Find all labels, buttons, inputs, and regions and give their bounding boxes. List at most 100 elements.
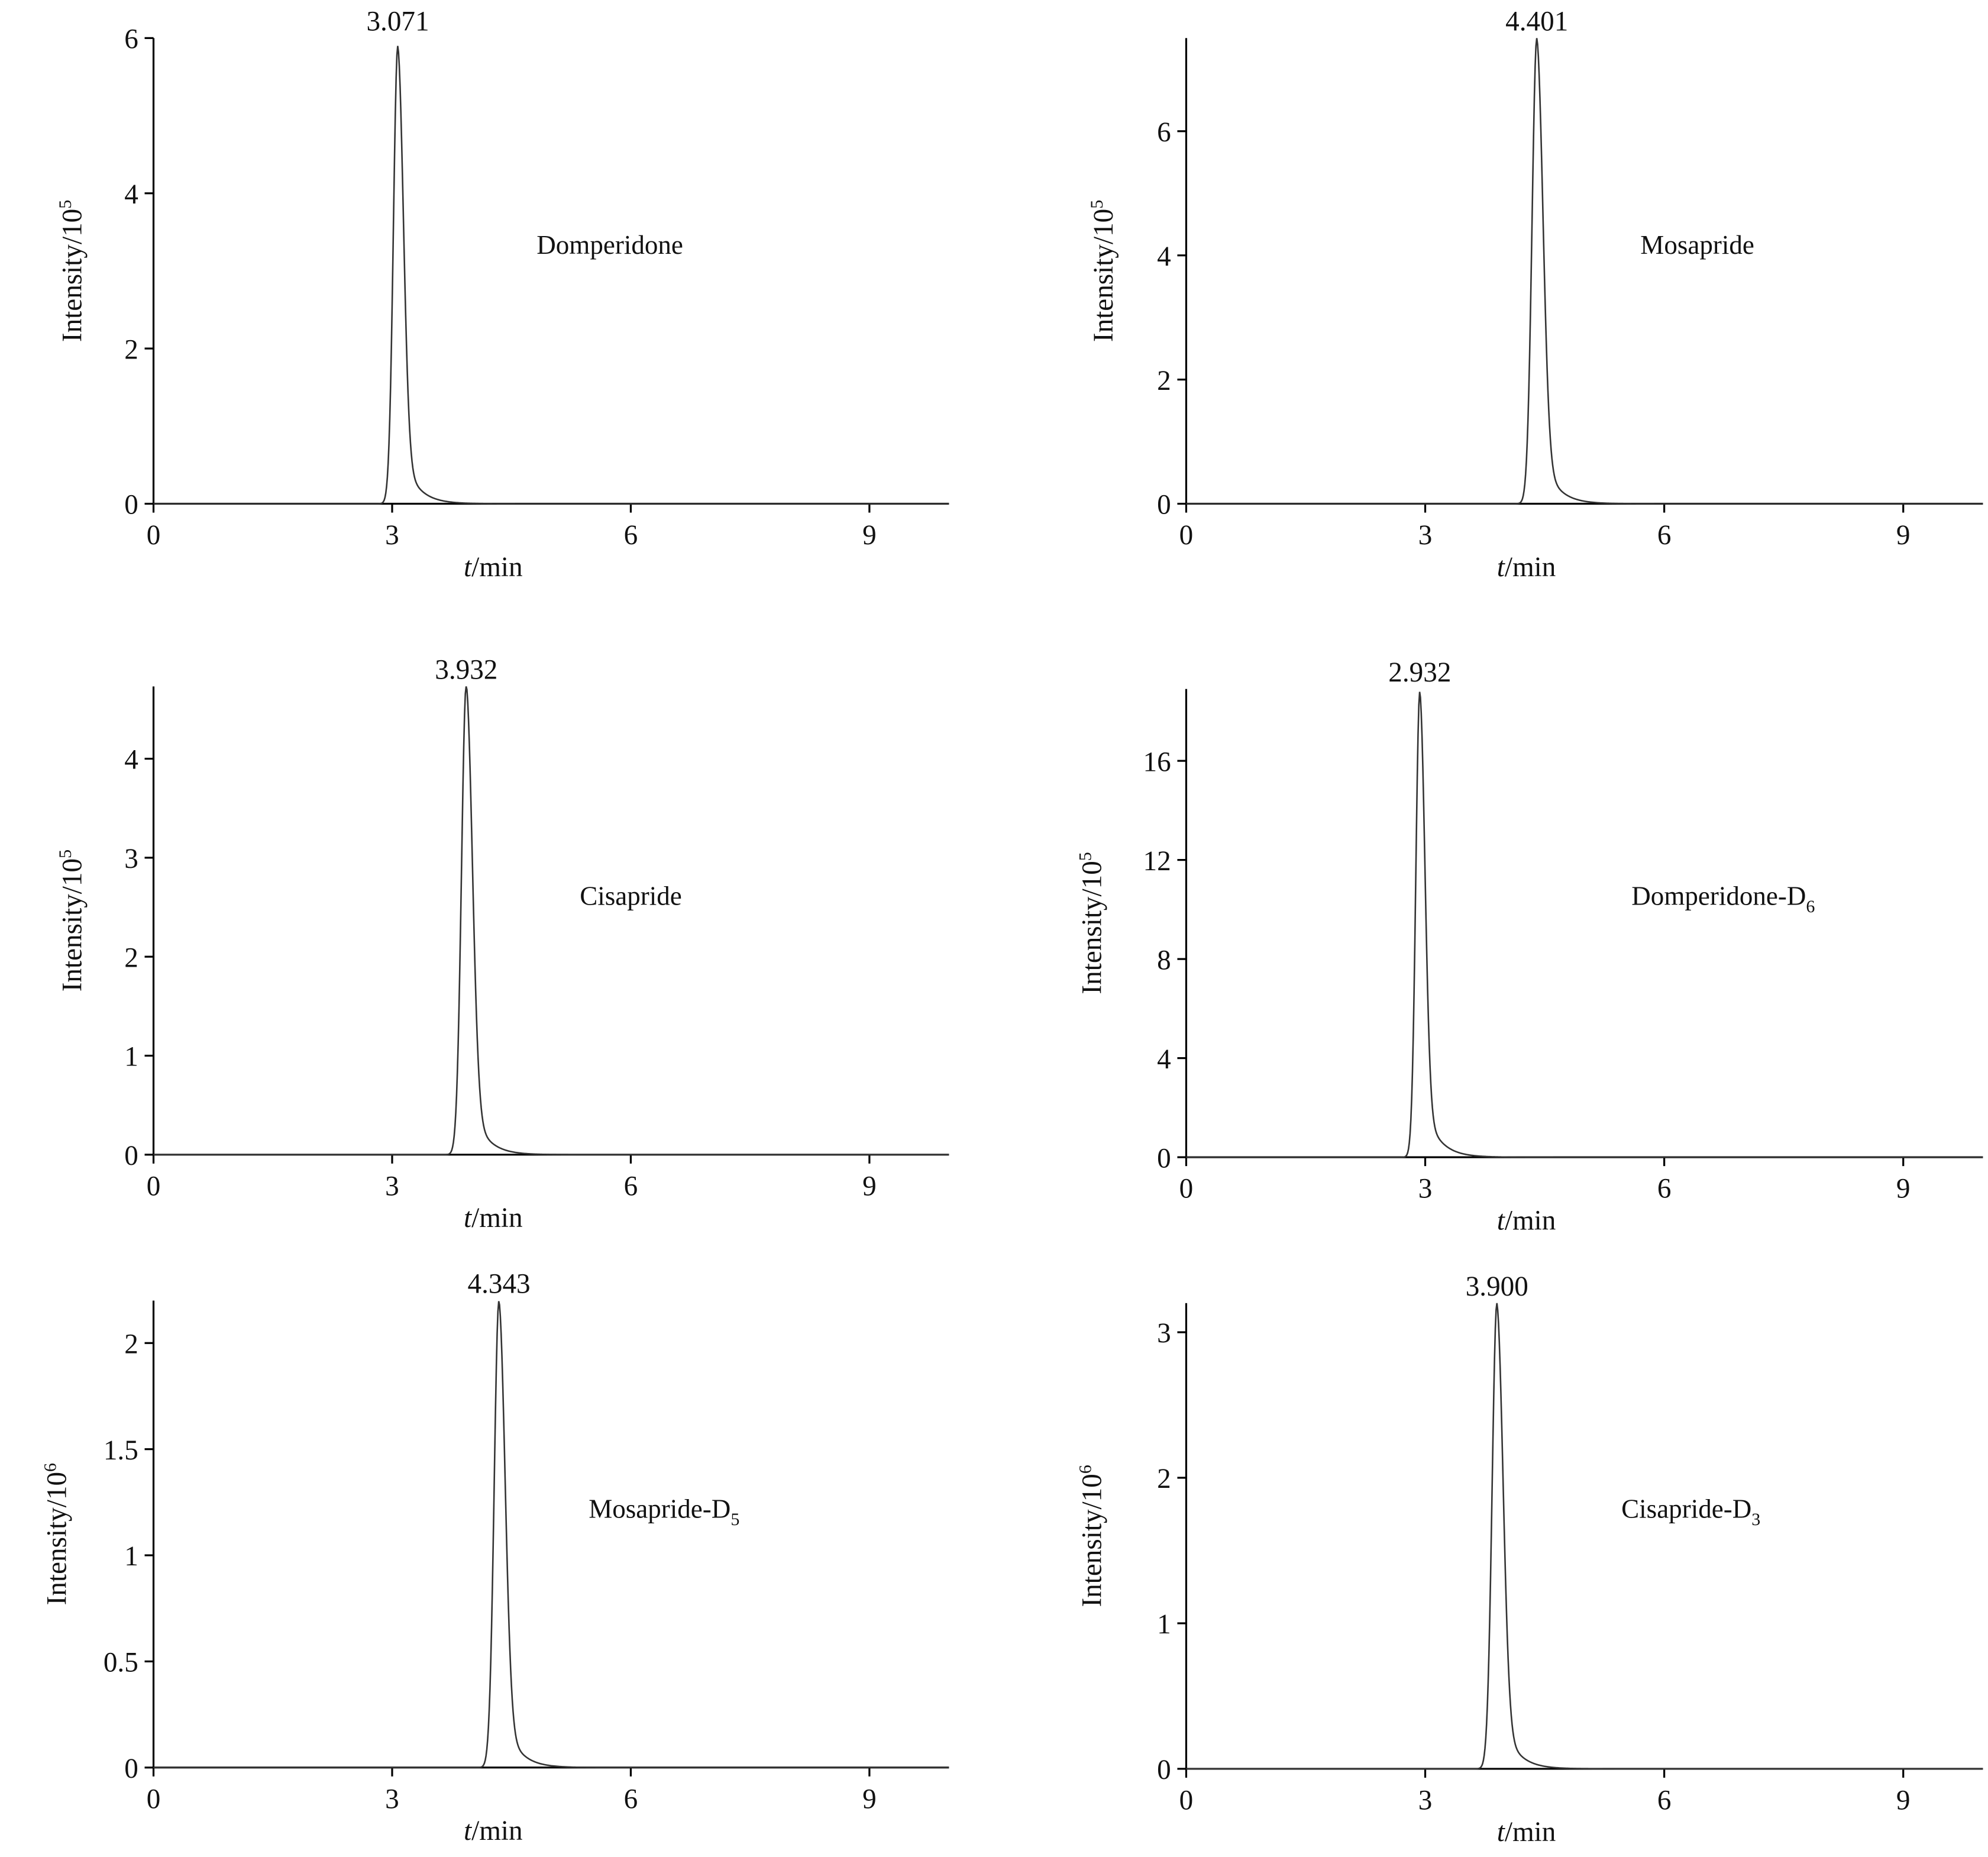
x-tick-label: 6	[1657, 1785, 1672, 1816]
x-tick-label: 0	[147, 520, 161, 551]
y-tick-label: 6	[124, 24, 138, 55]
compound-name: Domperidone-D	[1631, 881, 1806, 910]
y-tick-label: 6	[1157, 117, 1171, 148]
x-tick-label: 3	[1418, 1174, 1433, 1204]
x-axis-label-variable: t	[464, 552, 473, 583]
y-axis-label-exponent: 5	[1087, 200, 1107, 209]
x-axis-label: t/min	[464, 1816, 523, 1846]
chart-panel-3: 0 3 6 9 0 1 2 3 4 t/min Intensity/105 3.932 Cisaprid…	[56, 654, 949, 1233]
x-axis-label-unit: /min	[1505, 1205, 1556, 1236]
chromatogram-trace	[1186, 692, 1983, 1158]
x-axis-label: t/min	[464, 1203, 523, 1233]
x-axis-label: t/min	[1497, 1817, 1556, 1848]
x-tick-label: 0	[1179, 1785, 1194, 1816]
x-axis-label-variable: t	[464, 1203, 473, 1233]
y-tick-label: 3	[1157, 1318, 1171, 1349]
compound-subscript: 6	[1806, 897, 1815, 916]
compound-label: Cisapride-D3	[1621, 1494, 1760, 1529]
x-axis-label-unit: /min	[471, 552, 523, 583]
x-tick-label: 6	[1657, 520, 1672, 551]
x-axis-label-unit: /min	[471, 1203, 523, 1233]
y-axis-label: Intensity/105	[1076, 852, 1108, 994]
y-tick-label: 2	[1157, 366, 1171, 396]
x-tick-label: 9	[862, 1171, 877, 1202]
x-axis-label: t/min	[1497, 552, 1556, 583]
x-tick-label: 3	[385, 1171, 399, 1202]
y-axis-label-text: Intensity/10	[1088, 209, 1119, 342]
chromatogram-trace	[153, 46, 949, 505]
x-axis-label-variable: t	[1497, 552, 1506, 583]
x-axis-label-variable: t	[464, 1816, 473, 1846]
y-tick-label: 4	[124, 179, 138, 210]
peak-label: 4.343	[468, 1269, 531, 1300]
x-tick-label: 3	[385, 520, 399, 551]
x-tick-label: 6	[1657, 1174, 1672, 1204]
y-tick-label: 0	[1157, 1143, 1171, 1174]
compound-label: Domperidone	[536, 230, 683, 260]
x-tick-label: 3	[385, 1784, 399, 1814]
y-axis-label-text: Intensity/10	[1077, 1474, 1108, 1607]
compound-label: Cisapride	[580, 881, 682, 910]
y-tick-label: 8	[1157, 945, 1171, 976]
compound-label: Mosapride	[1640, 230, 1754, 260]
y-tick-label: 4	[1157, 1044, 1171, 1075]
y-tick-label: 0.5	[104, 1648, 138, 1678]
peak-label: 4.401	[1505, 6, 1568, 37]
chart-panel-4: 0 3 6 9 0 4 8 12 16 t/min Intensity/105 2.932 Domper…	[1076, 657, 1983, 1236]
y-axis-label-exponent: 5	[1076, 852, 1095, 861]
y-tick-label: 0	[1157, 1755, 1171, 1785]
chromatogram-trace	[153, 686, 949, 1156]
peak-label: 3.932	[435, 654, 497, 685]
y-axis-label-exponent: 6	[40, 1463, 60, 1472]
y-axis-label-text: Intensity/10	[1077, 861, 1108, 994]
y-axis-label-text: Intensity/10	[57, 209, 88, 342]
chromatogram-trace	[153, 1301, 949, 1769]
compound-name: Cisapride	[580, 881, 682, 910]
y-tick-label: 2	[124, 334, 138, 365]
x-axis-label-unit: /min	[1505, 552, 1556, 583]
x-tick-label: 0	[1179, 1174, 1194, 1204]
x-axis-label-unit: /min	[1505, 1817, 1556, 1848]
y-tick-label: 1	[1157, 1609, 1171, 1640]
compound-name: Domperidone	[536, 230, 683, 260]
x-tick-label: 6	[624, 1171, 638, 1202]
y-tick-label: 4	[124, 745, 138, 776]
x-tick-label: 9	[862, 520, 877, 551]
y-tick-label: 1	[124, 1042, 138, 1073]
y-tick-label: 0	[124, 1141, 138, 1171]
x-tick-label: 0	[147, 1784, 161, 1814]
y-axis-label-exponent: 5	[56, 850, 75, 858]
x-tick-label: 9	[1896, 1785, 1911, 1816]
y-tick-label: 3	[124, 844, 138, 874]
chart-panel-2: 0 3 6 9 0 2 4 6 t/min Intensity/105 4.401 Mosapride	[1087, 6, 1983, 583]
x-tick-label: 0	[1179, 520, 1194, 551]
y-axis-label-text: Intensity/10	[42, 1472, 73, 1605]
y-tick-label: 2	[1157, 1464, 1171, 1494]
y-tick-label: 0	[1157, 490, 1171, 521]
y-tick-label: 1	[124, 1541, 138, 1572]
peak-label: 3.071	[366, 6, 429, 37]
y-tick-label: 2	[124, 1329, 138, 1359]
y-tick-label: 2	[124, 942, 138, 973]
compound-label: Domperidone-D6	[1631, 881, 1815, 916]
y-tick-label: 12	[1143, 846, 1171, 877]
y-tick-label: 0	[124, 1753, 138, 1784]
x-tick-label: 6	[624, 1784, 638, 1814]
y-axis-label: Intensity/106	[1076, 1465, 1108, 1607]
compound-name: Mosapride-D	[589, 1494, 730, 1523]
compound-label: Mosapride-D5	[589, 1494, 739, 1529]
chromatogram-trace	[1186, 1303, 1983, 1770]
y-axis-label: Intensity/105	[56, 200, 88, 342]
y-tick-label: 16	[1143, 747, 1171, 777]
y-axis-label: Intensity/105	[56, 850, 88, 992]
y-axis-label-text: Intensity/10	[57, 858, 88, 992]
x-tick-label: 9	[862, 1784, 877, 1814]
y-tick-label: 4	[1157, 241, 1171, 272]
chart-panel-6: 0 3 6 90123t/minIntensity/1063.900Cisapride…	[1076, 1271, 1983, 1848]
x-axis-label-variable: t	[1497, 1205, 1506, 1236]
y-axis-label-exponent: 5	[56, 200, 75, 209]
y-tick-label: 1.5	[104, 1435, 138, 1466]
y-tick-label: 0	[124, 490, 138, 521]
compound-subscript: 5	[730, 1510, 739, 1529]
